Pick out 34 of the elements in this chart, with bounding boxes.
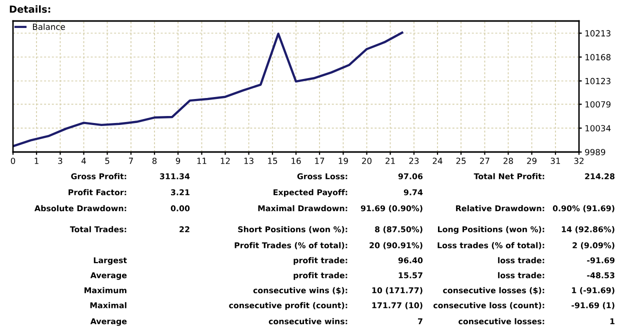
x-tick-label: 0 [10, 158, 16, 164]
y-tick-label: 9989 [585, 148, 606, 156]
legend-label: Balance [32, 24, 65, 30]
x-tick-label: 7 [129, 158, 133, 164]
x-tick-label: 3 [58, 158, 62, 164]
chart-title: Details: [10, 5, 50, 13]
y-tick-label: 10123 [585, 78, 610, 84]
x-tick-label: 11 [197, 158, 206, 164]
x-tick-label: 24 [432, 158, 442, 164]
x-tick-label: 12 [220, 158, 230, 164]
x-tick-label: 20 [362, 158, 372, 164]
y-tick-label: 10213 [585, 30, 610, 36]
x-tick-label: 19 [338, 158, 348, 164]
x-tick-label: 5 [105, 158, 110, 164]
y-tick-label: 10034 [585, 125, 611, 132]
line-series [13, 32, 404, 148]
x-tick-label: 25 [456, 158, 466, 164]
x-tick-label: 9 [176, 158, 180, 164]
x-tick-label: 15 [268, 158, 278, 164]
x-tick-label: 17 [315, 158, 324, 164]
y-tick-label: 10079 [585, 101, 610, 108]
x-tick-label: 13 [244, 158, 254, 164]
x-tick-label: 29 [527, 158, 536, 164]
x-tick-label: 4 [82, 158, 86, 164]
y-tick-label: 10168 [585, 54, 610, 60]
x-tick-label: 23 [409, 158, 419, 164]
x-tick-label: 27 [480, 158, 490, 164]
x-tick-label: 8 [152, 158, 157, 164]
x-tick-label: 28 [504, 158, 513, 164]
x-tick-label: 1 [34, 158, 38, 164]
x-tick-label: 31 [550, 158, 560, 164]
x-tick-label: 32 [574, 158, 584, 164]
x-tick-label: 16 [292, 158, 301, 164]
x-tick-label: 21 [386, 158, 395, 164]
